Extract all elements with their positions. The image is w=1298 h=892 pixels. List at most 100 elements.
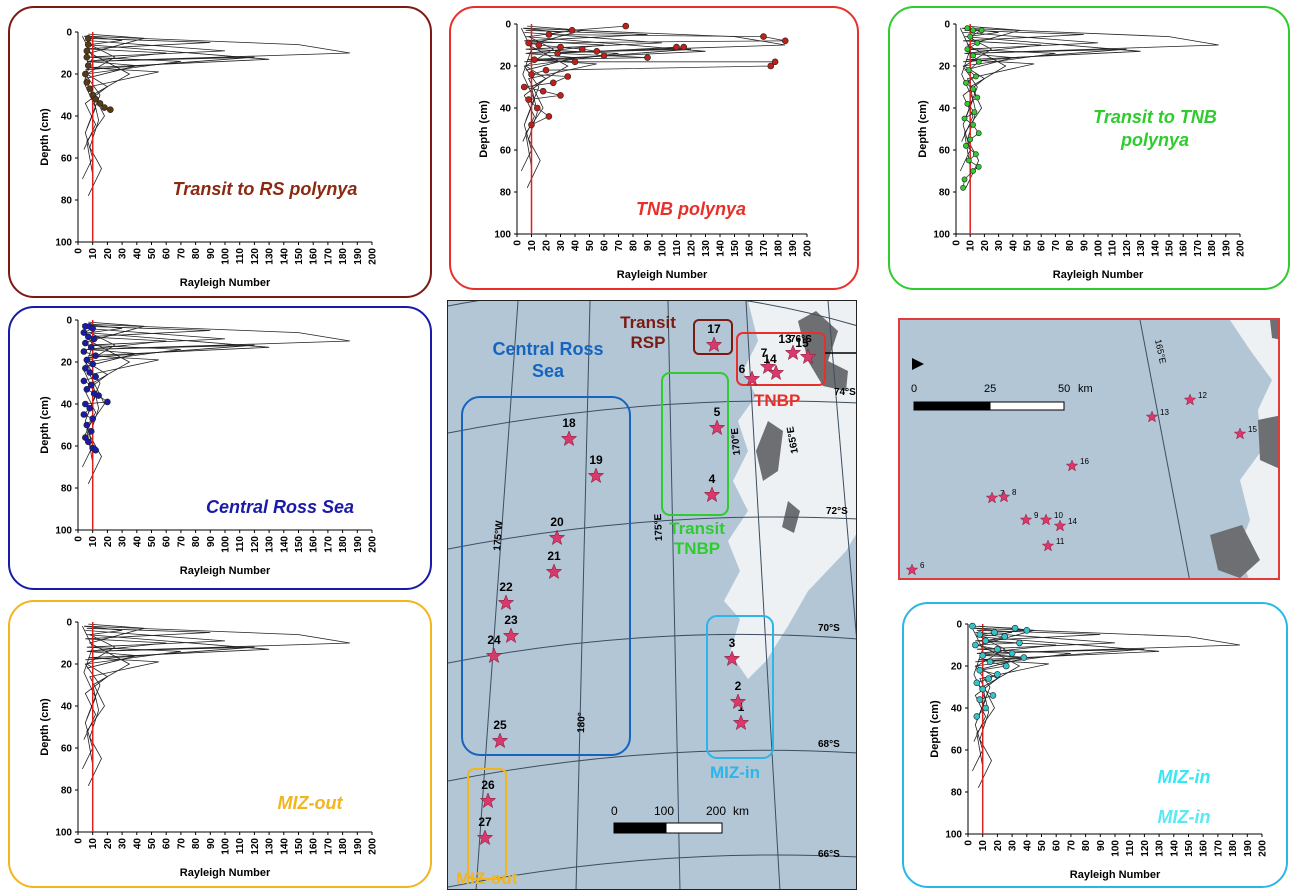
region-label-miz-in: MIZ-in	[710, 763, 761, 782]
data-point	[520, 83, 528, 91]
station-label: 24	[487, 633, 501, 647]
station-star	[997, 490, 1011, 503]
data-point	[593, 47, 601, 55]
x-tick-label: 40	[132, 536, 143, 548]
x-tick-label: 150	[730, 240, 741, 257]
x-tick-label: 130	[1136, 240, 1147, 257]
station-label: 12	[1198, 391, 1207, 400]
data-point	[535, 41, 543, 49]
inset-scale-tick: 0	[911, 383, 917, 395]
data-point	[571, 58, 579, 66]
data-point	[82, 70, 89, 78]
panel-title: MIZ-in	[1157, 767, 1211, 787]
y-tick-label: 60	[61, 744, 73, 755]
y-tick-label: 100	[55, 238, 72, 249]
x-tick-label: 170	[323, 838, 334, 855]
inset-rock	[1270, 320, 1278, 340]
station-star	[545, 563, 563, 580]
data-point	[528, 121, 535, 129]
x-tick-label: 140	[279, 838, 290, 855]
data-point	[578, 45, 586, 53]
lon-label: 175°W	[492, 520, 506, 552]
data-point	[975, 130, 982, 137]
x-tick-label: 20	[980, 240, 991, 252]
data-point	[967, 136, 974, 143]
station-star	[548, 529, 566, 546]
y-axis-label: Depth (cm)	[39, 698, 51, 756]
x-tick-label: 160	[309, 838, 320, 855]
station-star	[587, 467, 605, 484]
profile-line	[975, 627, 1240, 663]
x-tick-label: 20	[103, 248, 114, 260]
data-point	[83, 421, 91, 429]
x-tick-label: 10	[978, 840, 989, 852]
x-tick-label: 130	[265, 536, 276, 553]
data-point	[963, 142, 969, 149]
station-label: 13	[1160, 408, 1169, 417]
y-axis-label: Depth (cm)	[39, 108, 51, 166]
x-tick-label: 80	[191, 838, 202, 850]
data-point	[973, 713, 981, 720]
x-tick-label: 200	[1236, 240, 1247, 257]
y-tick-label: 100	[55, 828, 72, 839]
x-axis-label: Rayleigh Number	[1070, 869, 1161, 881]
lat-label: 74°S	[834, 387, 856, 398]
data-point	[972, 151, 979, 158]
profile-line	[84, 328, 226, 417]
data-point	[107, 106, 114, 113]
station-star	[703, 486, 721, 503]
longitude-lines	[475, 301, 856, 889]
data-point	[969, 622, 976, 630]
x-tick-label: 30	[1008, 840, 1019, 852]
x-tick-label: 40	[132, 248, 143, 260]
region-label-transit-tnbp: Transit TNBP	[669, 519, 725, 559]
data-point	[84, 41, 92, 48]
data-point	[1011, 624, 1019, 632]
x-tick-label: 120	[250, 248, 261, 265]
profile-line	[525, 36, 706, 167]
x-axis-label: Rayleigh Number	[180, 277, 271, 289]
panel-title: TNB polynya	[635, 199, 746, 219]
station-star	[1145, 410, 1159, 423]
y-tick-label: 60	[61, 154, 73, 165]
x-tick-label: 110	[235, 248, 246, 265]
station-label: 4	[709, 472, 716, 486]
data-point	[87, 343, 95, 351]
station-star	[732, 714, 750, 731]
x-axis-label: Rayleigh Number	[180, 867, 271, 879]
x-tick-label: 70	[1066, 840, 1077, 852]
station-star	[497, 594, 515, 611]
station-label: 21	[547, 549, 561, 563]
data-point	[970, 52, 976, 59]
y-tick-label: 0	[956, 620, 962, 631]
x-tick-label: 190	[353, 536, 364, 553]
x-tick-label: 60	[162, 536, 173, 548]
data-point	[970, 168, 976, 174]
x-tick-label: 80	[629, 240, 640, 252]
data-point	[976, 666, 984, 674]
profile-line	[524, 27, 786, 63]
data-point	[964, 100, 971, 107]
x-tick-label: 180	[338, 838, 349, 855]
y-tick-label: 0	[505, 20, 511, 31]
y-tick-label: 80	[61, 786, 73, 797]
x-tick-label: 120	[1122, 240, 1133, 257]
x-tick-label: 30	[994, 240, 1005, 252]
x-tick-label: 50	[1037, 840, 1048, 852]
x-tick-label: 90	[1079, 240, 1090, 252]
region-label-central-ross: Central Ross Sea	[492, 339, 604, 381]
panel-title-ghost: MIZ-in	[1157, 807, 1211, 827]
station-star	[1065, 459, 1079, 472]
x-tick-label: 170	[1213, 840, 1224, 857]
station-star	[560, 430, 578, 447]
data-point	[976, 696, 984, 703]
data-point	[960, 184, 966, 191]
y-tick-label: 0	[66, 28, 72, 39]
x-tick-label: 60	[162, 248, 173, 260]
data-point	[979, 652, 986, 659]
data-point	[87, 381, 95, 389]
y-tick-label: 100	[933, 230, 950, 241]
